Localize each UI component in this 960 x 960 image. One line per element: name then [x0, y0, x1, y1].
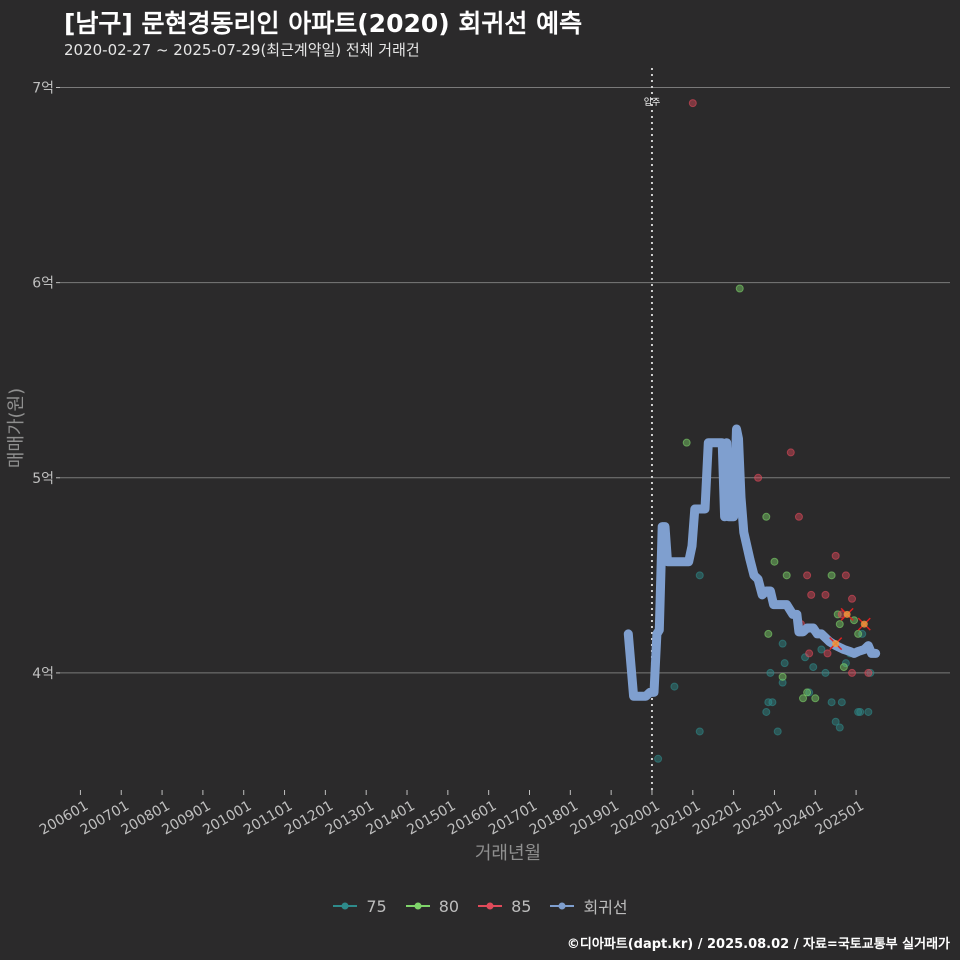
- highlight-dot: [843, 610, 851, 618]
- scatter-point-75: [864, 707, 873, 716]
- chart-plot: 입주 4억 5억 6억 7억 2006012007012008012009012010…: [6, 68, 950, 864]
- scatter-point-75: [778, 639, 787, 648]
- grid-lines: [60, 87, 950, 674]
- scatter-point-75: [805, 688, 814, 697]
- scatter-point-85: [794, 512, 803, 521]
- scatter-point-75: [780, 659, 789, 668]
- y-axis-label: 매매가(원): [6, 388, 27, 468]
- x-axis: 2006012007012008012009012010012011012012…: [37, 790, 867, 838]
- scatter-point-85: [823, 649, 832, 658]
- scatter-point-80: [850, 616, 859, 625]
- scatter-point-85: [848, 668, 857, 677]
- y-tick-label: 6억: [32, 276, 54, 292]
- x-axis-label: 거래년월: [475, 843, 541, 864]
- highlight-marker: [857, 617, 871, 631]
- legend-label: 80: [438, 896, 460, 916]
- y-tick-label: 5억: [32, 471, 54, 487]
- scatter-point-75: [768, 698, 777, 707]
- chart-subtitle: 2020-02-27 ~ 2025-07-29(최근계약일) 전체 거래건: [64, 41, 420, 59]
- scatter-point-75: [837, 698, 846, 707]
- highlight-marker: [840, 607, 854, 621]
- scatter-point-75: [654, 754, 663, 763]
- scatter-point-75: [809, 663, 818, 672]
- highlight-marker: [829, 637, 843, 651]
- scatter-point-75: [831, 717, 840, 726]
- y-tick-label: 7억: [32, 81, 54, 97]
- source-caption: ©디아파트(dapt.kr) / 2025.08.02 / 자료=국토교통부 실…: [566, 937, 950, 952]
- scatter-point-85: [831, 551, 840, 560]
- scatter-point-80: [835, 620, 844, 629]
- scatter-point-75: [764, 698, 773, 707]
- scatter-point-85: [688, 99, 697, 108]
- legend-swatch-dot: [486, 902, 494, 910]
- legend-swatch-dot: [558, 902, 566, 910]
- scatter-point-80: [770, 557, 779, 566]
- scatter-points: [654, 99, 875, 763]
- legend-label: 85: [511, 896, 532, 916]
- legend-label: 75: [366, 896, 387, 916]
- highlight-dot: [832, 640, 840, 648]
- legend-swatch: [333, 902, 358, 910]
- scatter-point-75: [827, 698, 836, 707]
- scatter-point-80: [803, 688, 812, 697]
- scatter-point-80: [778, 672, 787, 681]
- scatter-point-85: [821, 590, 830, 599]
- y-tick-label: 4억: [32, 666, 54, 682]
- annotation-label: 입주: [644, 96, 661, 108]
- scatter-point-80: [764, 629, 773, 638]
- legend-item-80: 80: [405, 897, 459, 916]
- scatter-point-80: [833, 610, 842, 619]
- scatter-point-75: [766, 668, 775, 677]
- highlight-markers: [829, 607, 871, 651]
- scatter-point-75: [762, 707, 771, 716]
- legend-label: 회귀선: [583, 898, 628, 917]
- scatter-point-75: [773, 727, 782, 736]
- scatter-point-85: [754, 473, 763, 482]
- scatter-point-75: [778, 678, 787, 687]
- legend-swatch: [405, 902, 430, 910]
- scatter-point-75: [858, 629, 867, 638]
- scatter-point-85: [848, 594, 857, 603]
- legend-swatch: [550, 902, 575, 910]
- scatter-point-75: [821, 668, 830, 677]
- scatter-point-85: [807, 590, 816, 599]
- scatter-point-80: [682, 438, 691, 447]
- scatter-point-85: [805, 649, 814, 658]
- legend-item-75: 75: [332, 896, 387, 916]
- legend-item-85: 85: [477, 897, 531, 916]
- scatter-point-75: [856, 707, 865, 716]
- legend-item-회귀선: 회귀선: [549, 894, 628, 918]
- scatter-point-85: [841, 571, 850, 580]
- legend-swatch-dot: [341, 902, 349, 910]
- legend-swatch: [478, 902, 503, 910]
- scatter-point-75: [866, 668, 875, 677]
- scatter-point-80: [799, 694, 808, 703]
- scatter-point-75: [854, 707, 863, 716]
- scatter-point-80: [811, 694, 820, 703]
- scatter-point-80: [782, 571, 791, 580]
- scatter-point-85: [864, 668, 873, 677]
- scatter-point-75: [670, 682, 679, 691]
- scatter-point-80: [762, 512, 771, 521]
- scatter-point-85: [786, 448, 795, 457]
- scatter-point-85: [803, 571, 812, 580]
- chart-title: [남구] 문현경동리인 아파트(2020) 회귀선 예측: [64, 9, 583, 38]
- highlight-dot: [860, 620, 868, 628]
- scatter-point-80: [827, 571, 836, 580]
- scatter-point-80: [854, 629, 863, 638]
- legend-swatch-dot: [414, 902, 422, 910]
- scatter-point-75: [841, 659, 850, 668]
- scatter-point-80: [735, 284, 744, 293]
- regression-line-path: [623, 424, 881, 701]
- scatter-point-75: [695, 727, 704, 736]
- scatter-point-75: [835, 723, 844, 732]
- y-axis: 4억 5억 6억 7억: [32, 81, 60, 682]
- scatter-point-80: [839, 663, 848, 672]
- regression-line: [623, 424, 881, 701]
- legend: 75 80 85 회귀선: [0, 894, 960, 918]
- scatter-point-75: [817, 645, 826, 654]
- scatter-point-75: [695, 571, 704, 580]
